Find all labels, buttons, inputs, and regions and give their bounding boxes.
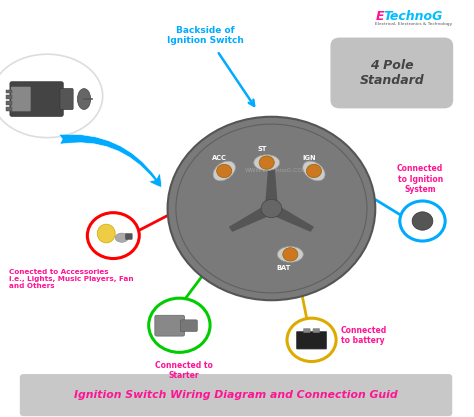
FancyBboxPatch shape (6, 95, 12, 99)
Ellipse shape (277, 246, 303, 262)
Circle shape (87, 213, 139, 259)
Text: Backside of
Ignition Switch: Backside of Ignition Switch (167, 26, 244, 45)
FancyBboxPatch shape (60, 88, 73, 110)
Text: Connected to
Starter: Connected to Starter (155, 361, 213, 380)
FancyArrowPatch shape (59, 134, 162, 187)
Text: TechnoG: TechnoG (384, 10, 443, 23)
FancyBboxPatch shape (6, 90, 12, 93)
Ellipse shape (0, 54, 103, 138)
Circle shape (412, 212, 433, 230)
Text: ACC: ACC (212, 155, 227, 161)
Text: E: E (375, 10, 384, 23)
Ellipse shape (254, 155, 280, 171)
Circle shape (149, 298, 210, 352)
Text: BAT: BAT (276, 265, 291, 271)
Circle shape (400, 201, 445, 241)
FancyBboxPatch shape (296, 332, 327, 349)
FancyBboxPatch shape (330, 38, 453, 108)
FancyBboxPatch shape (180, 320, 197, 332)
Text: 4 Pole
Standard: 4 Pole Standard (359, 59, 424, 87)
Text: Connected
to battery: Connected to battery (341, 326, 387, 345)
Circle shape (259, 156, 274, 169)
Polygon shape (265, 167, 278, 208)
FancyBboxPatch shape (6, 101, 12, 105)
Text: Conected to Accessories
i.e., Lights, Music Players, Fan
and Others: Conected to Accessories i.e., Lights, Mu… (9, 269, 134, 289)
Ellipse shape (115, 233, 128, 242)
Ellipse shape (303, 161, 325, 181)
Ellipse shape (213, 161, 236, 181)
Polygon shape (268, 203, 314, 232)
Circle shape (283, 248, 298, 261)
Polygon shape (229, 203, 275, 232)
FancyBboxPatch shape (11, 87, 31, 111)
FancyBboxPatch shape (155, 315, 184, 336)
Text: Ignition Switch Wiring Diagram and Connection Guid: Ignition Switch Wiring Diagram and Conne… (74, 390, 398, 400)
Text: Electrical, Electronics & Technology: Electrical, Electronics & Technology (375, 22, 453, 26)
FancyBboxPatch shape (303, 329, 310, 333)
Circle shape (261, 199, 282, 218)
Circle shape (168, 117, 375, 300)
Text: Connected
to Ignition
System: Connected to Ignition System (397, 164, 443, 194)
Ellipse shape (97, 224, 115, 243)
Ellipse shape (77, 89, 91, 110)
Text: IGN: IGN (302, 155, 316, 161)
Circle shape (217, 164, 232, 178)
Text: WWW.ETechnoG.COM: WWW.ETechnoG.COM (245, 168, 308, 173)
FancyBboxPatch shape (126, 234, 132, 239)
FancyBboxPatch shape (20, 374, 452, 416)
FancyBboxPatch shape (10, 82, 63, 116)
FancyBboxPatch shape (313, 329, 319, 333)
Circle shape (287, 318, 336, 362)
Circle shape (306, 164, 321, 178)
FancyBboxPatch shape (6, 107, 12, 111)
Text: ST: ST (257, 146, 267, 152)
